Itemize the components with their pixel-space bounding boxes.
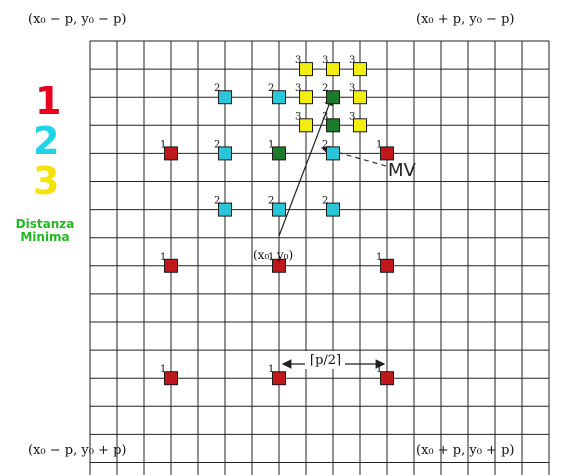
- search-point-step-2: [326, 202, 340, 217]
- point-step-label: 1: [268, 364, 274, 375]
- minimum-point-step-2: [326, 90, 340, 105]
- search-point-step-2: [218, 202, 232, 217]
- search-point-step-3: [299, 90, 313, 105]
- search-points: [164, 62, 394, 386]
- point-step-label: 1: [268, 252, 274, 263]
- point-step-label: 3: [349, 55, 355, 66]
- search-point-step-3: [353, 90, 367, 105]
- point-step-label: 3: [349, 83, 355, 94]
- search-point-step-3: [326, 62, 340, 77]
- search-point-step-1: [380, 258, 394, 273]
- search-point-step-1: [164, 258, 178, 273]
- point-labels: 1 1 1 1 1 1 1 1 1 2 2 2 2 2 2 2 2 3 3 3 3 3 3 3 3: [160, 55, 382, 375]
- corner-top-right: (x₀ + p, y₀ − p): [416, 12, 515, 27]
- search-point-step-2: [218, 90, 232, 105]
- legend-minimum-line1: Distanza: [15, 217, 75, 231]
- motion-vector-arrow: [278, 95, 334, 237]
- search-point-step-3: [353, 62, 367, 77]
- spacing-label: ⌈p/2⌉: [310, 353, 341, 368]
- point-step-label: 2: [214, 196, 220, 207]
- search-point-step-2: [326, 146, 340, 161]
- search-point-step-3: [353, 118, 367, 133]
- point-step-label: 1: [160, 364, 166, 375]
- search-point-step-2: [218, 146, 232, 161]
- point-step-label: 2: [268, 83, 274, 94]
- search-grid: [89, 40, 550, 475]
- search-point-step-2: [272, 90, 286, 105]
- search-point-step-1: [272, 258, 286, 273]
- point-step-label: 1: [376, 139, 382, 150]
- search-point-step-1: [380, 371, 394, 386]
- point-step-label: 3: [295, 111, 301, 122]
- point-step-label: 1: [268, 139, 274, 150]
- point-step-label: 2: [268, 196, 274, 207]
- point-step-label: 3: [349, 111, 355, 122]
- legend-minimum-label: Distanza Minima: [5, 218, 85, 244]
- point-step-label: 1: [376, 364, 382, 375]
- point-step-label: 3: [322, 55, 328, 66]
- search-point-step-1: [164, 146, 178, 161]
- search-point-step-3: [299, 62, 313, 77]
- point-step-label: 3: [295, 55, 301, 66]
- point-step-label: 1: [160, 139, 166, 150]
- mv-label: MV: [388, 160, 417, 181]
- corner-top-left: (x₀ − p, y₀ − p): [28, 12, 127, 27]
- point-step-label: 3: [295, 83, 301, 94]
- legend-step-2: 2: [33, 119, 60, 163]
- point-step-label: 1: [376, 252, 382, 263]
- point-step-label: 2: [322, 83, 328, 94]
- search-point-step-3: [299, 118, 313, 133]
- legend-step-1: 1: [35, 79, 62, 123]
- corner-bottom-left: (x₀ − p, y₀ + p): [28, 443, 127, 458]
- search-point-step-1: [164, 371, 178, 386]
- legend-step-3: 3: [33, 159, 60, 203]
- search-point-step-1: [272, 371, 286, 386]
- point-step-label: 2: [214, 139, 220, 150]
- search-point-step-2: [272, 202, 286, 217]
- search-point-step-1: [380, 146, 394, 161]
- minimum-point-step-1: [272, 146, 286, 161]
- minimum-point-step-3: [326, 118, 340, 133]
- point-step-label: 3: [322, 111, 328, 122]
- origin-label: (x₀, y₀): [253, 248, 293, 262]
- point-step-label: 2: [214, 83, 220, 94]
- point-step-label: 2: [322, 196, 328, 207]
- corner-bottom-right: (x₀ + p, y₀ + p): [416, 443, 515, 458]
- spacing-label-bg: [305, 351, 345, 369]
- legend-minimum-line2: Minima: [20, 230, 70, 244]
- point-step-label: 1: [160, 252, 166, 263]
- point-step-label: 2: [322, 139, 328, 150]
